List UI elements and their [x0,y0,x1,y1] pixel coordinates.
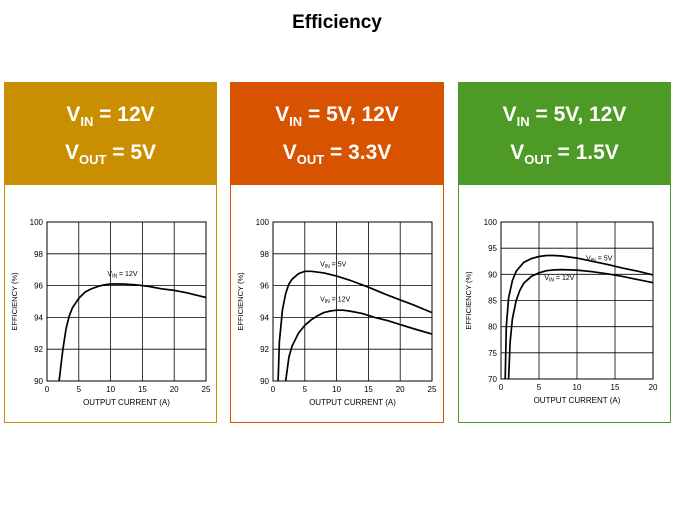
y-tick-label: 96 [260,282,269,291]
x-tick-label: 20 [396,385,405,394]
efficiency-chart: 0 5 10 15 20 70 75 80 85 90 95 100 OUTPUT CURRENT (A… [464,218,658,405]
vout-spec: VOUT = 5V [64,141,157,167]
x-tick-label: 0 [271,385,276,394]
y-tick-label: 90 [488,270,497,279]
y-tick-label: 90 [260,377,269,386]
x-tick-label: 15 [364,385,373,394]
y-tick-label: 100 [256,218,270,227]
y-tick-label: 96 [34,282,43,291]
x-tick-label: 20 [170,385,179,394]
panel-vout-5v: VIN = 12V VOUT = 5V 0 5 10 15 20 25 90 92 94 96 98… [4,82,217,423]
y-tick-label: 95 [488,244,497,253]
series-line-1 [58,283,207,381]
y-axis-label: EFFICIENCY (%) [464,271,473,330]
y-tick-label: 85 [488,297,497,306]
panel-vout-1v5: VIN = 5V, 12V VOUT = 1.5V 0 5 10 15 20 70 75 80… [458,82,671,423]
y-tick-label: 90 [34,377,43,386]
x-axis-label: OUTPUT CURRENT (A) [309,398,396,407]
y-tick-label: 100 [30,218,44,227]
y-tick-label: 75 [488,349,497,358]
page-title: Efficiency [292,12,382,33]
x-tick-label: 10 [332,385,341,394]
series-label-2: VIN = 12V [320,297,350,306]
panel-header: VIN = 12V VOUT = 5V [5,83,216,185]
series-label-1: VIN = 5V [586,256,613,265]
panel-vout-3v3: VIN = 5V, 12V VOUT = 3.3V 0 5 10 15 20 25 90 92… [230,82,444,423]
efficiency-chart: 0 5 10 15 20 25 90 92 94 96 98 100 OUTPUT CURRENT (A… [10,218,211,407]
series-line-2 [284,309,433,381]
x-axis-label: OUTPUT CURRENT (A) [534,396,621,405]
y-axis-label: EFFICIENCY (%) [10,272,19,331]
y-tick-label: 92 [34,345,43,354]
x-axis-label: OUTPUT CURRENT (A) [83,398,170,407]
y-tick-label: 98 [260,250,269,259]
panel-header: VIN = 5V, 12V VOUT = 3.3V [231,83,443,185]
x-tick-label: 20 [649,383,658,392]
panel-header: VIN = 5V, 12V VOUT = 1.5V [459,83,670,185]
x-tick-label: 15 [138,385,147,394]
y-tick-label: 100 [484,218,498,227]
series-label-2: VIN = 12V [544,275,574,284]
x-tick-label: 15 [611,383,620,392]
y-tick-label: 94 [260,313,269,322]
x-tick-label: 25 [202,385,211,394]
series-label-1: VIN = 12V [107,271,137,280]
series-label-1: VIN = 5V [320,262,347,271]
series-line-1 [504,254,654,379]
x-tick-label: 0 [45,385,50,394]
y-tick-label: 70 [488,375,497,384]
series-line-1 [277,270,433,381]
x-tick-label: 25 [428,385,437,394]
vin-spec: VIN = 12V [66,103,155,129]
plot-frame [272,221,433,382]
y-tick-label: 92 [260,345,269,354]
efficiency-chart: 0 5 10 15 20 25 90 92 94 96 98 100 OUTPUT CURRENT (A… [236,218,437,407]
plot-frame [46,221,207,382]
y-tick-label: 98 [34,250,43,259]
y-axis-label: EFFICIENCY (%) [236,272,245,331]
x-tick-label: 10 [106,385,115,394]
vin-spec: VIN = 5V, 12V [275,103,399,129]
vout-spec: VOUT = 1.5V [510,141,619,167]
series-line-2 [507,268,654,379]
x-tick-label: 5 [537,383,542,392]
x-tick-label: 5 [303,385,308,394]
x-tick-label: 0 [499,383,504,392]
x-tick-label: 10 [573,383,582,392]
plot-frame [500,221,654,380]
y-tick-label: 94 [34,313,43,322]
y-tick-label: 80 [488,323,497,332]
vin-spec: VIN = 5V, 12V [502,103,627,129]
vout-spec: VOUT = 3.3V [282,141,392,167]
x-tick-label: 5 [77,385,82,394]
